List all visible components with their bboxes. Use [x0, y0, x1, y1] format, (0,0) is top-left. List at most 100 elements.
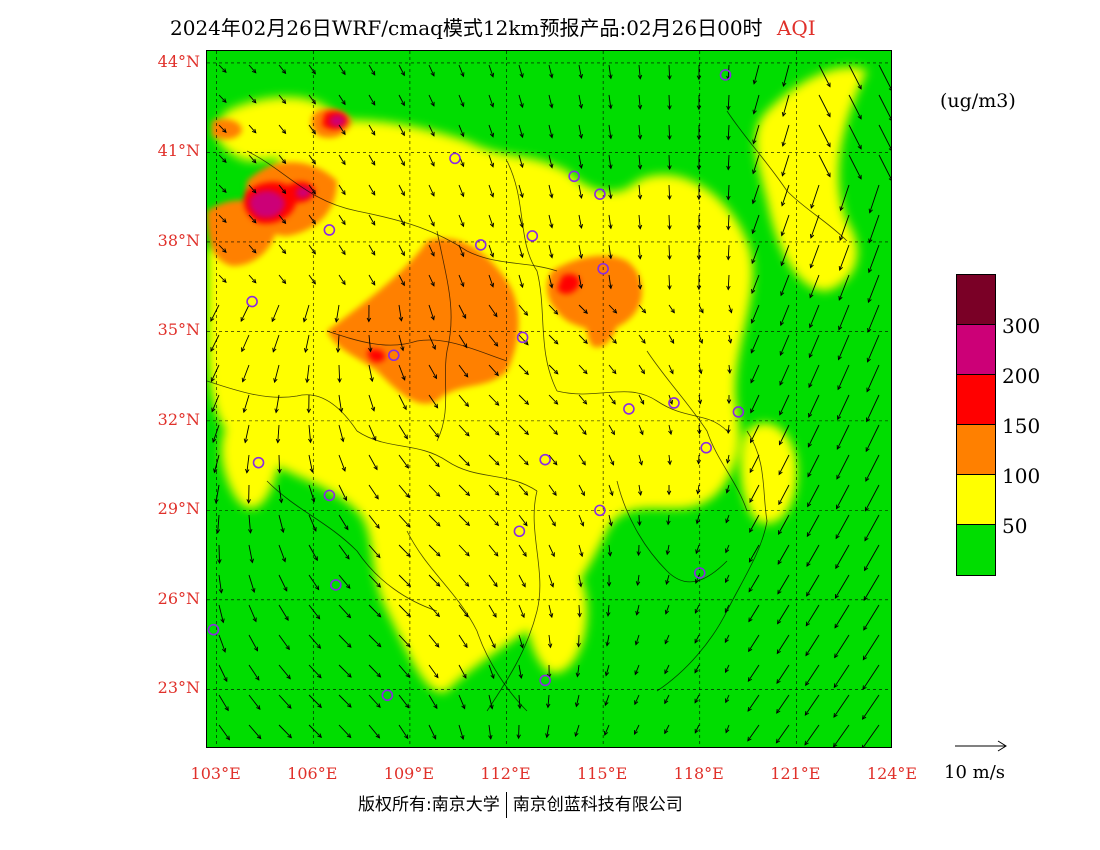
wind-arrow-head — [809, 293, 814, 299]
wind-arrow-head — [838, 295, 843, 301]
wind-arrow — [664, 694, 670, 704]
wind-arrow — [862, 694, 880, 720]
wind-arrow-head — [696, 135, 702, 141]
wind-arrow-head — [494, 430, 500, 436]
station-marker — [594, 504, 606, 517]
wind-arrow-head — [251, 68, 257, 74]
wind-arrow-head — [553, 369, 559, 375]
wind-arrow-head — [341, 466, 346, 472]
wind-arrow — [637, 574, 640, 586]
legend-label-150: 150 — [1002, 414, 1041, 438]
wind-arrow — [667, 514, 670, 525]
wind-arrow — [634, 694, 640, 705]
wind-arrow — [335, 304, 340, 322]
wind-arrow-head — [225, 735, 231, 741]
wind-arrow — [274, 364, 280, 383]
wind-arrow — [840, 184, 850, 211]
wind-arrow — [548, 604, 553, 618]
wind-arrow — [278, 184, 286, 194]
wind-arrow-head — [519, 643, 524, 649]
wind-arrow — [518, 394, 529, 405]
wind-arrow — [218, 94, 227, 103]
wind-arrow-head — [608, 74, 613, 80]
wind-arrow-head — [634, 670, 639, 676]
wind-arrow-head — [865, 447, 870, 453]
wind-arrow-head — [343, 496, 348, 502]
station-marker — [597, 262, 609, 275]
wind-arrow-head — [335, 348, 341, 353]
wind-arrow — [338, 394, 342, 412]
wind-arrow — [727, 64, 730, 80]
wind-arrow — [638, 124, 641, 139]
wind-arrow-head — [222, 278, 227, 283]
wind-arrow — [338, 694, 352, 708]
lat-label: 44°N — [157, 51, 200, 71]
wind-arrow-head — [406, 552, 411, 558]
wind-arrow-head — [435, 462, 440, 468]
wind-arrow — [428, 364, 437, 379]
wind-arrow-head — [857, 174, 862, 180]
wind-arrow — [664, 634, 670, 644]
wind-arrow-head — [344, 525, 349, 531]
wind-arrow — [488, 544, 499, 557]
wind-arrow-head — [430, 161, 435, 167]
wind-arrow — [869, 184, 880, 213]
wind-arrow-head — [696, 255, 702, 261]
wind-arrow-head — [575, 672, 581, 678]
wind-arrow-head — [748, 647, 753, 653]
wind-arrow — [839, 214, 850, 241]
wind-arrow — [244, 424, 250, 443]
wind-arrow-head — [435, 521, 441, 527]
wind-arrow-head — [637, 224, 643, 230]
wind-arrow — [836, 424, 850, 450]
wind-arrow-head — [281, 69, 287, 75]
wind-arrow — [548, 244, 553, 258]
wind-arrow-head — [430, 101, 435, 107]
wind-arrow — [338, 634, 352, 648]
wind-arrow-head — [610, 460, 615, 466]
wind-arrow-head — [494, 371, 499, 377]
wind-arrow-head — [492, 613, 497, 618]
wind-arrow — [428, 514, 441, 527]
wind-arrow-head — [612, 339, 617, 344]
wind-arrow — [548, 574, 554, 587]
wind-arrow-head — [694, 668, 699, 674]
wind-arrow-head — [211, 407, 216, 413]
wind-arrow — [848, 64, 862, 90]
wind-arrow-head — [670, 339, 675, 345]
wind-arrow-head — [431, 345, 436, 350]
wind-arrow — [488, 724, 492, 739]
wind-arrow — [488, 424, 500, 436]
wind-arrow-head — [306, 408, 311, 414]
wind-arrow-head — [834, 653, 839, 659]
wind-arrow — [695, 544, 700, 554]
wind-arrow-head — [405, 673, 411, 678]
wind-arrow-head — [347, 703, 352, 708]
wind-arrow-head — [665, 550, 671, 556]
wind-arrow — [864, 514, 880, 541]
station-marker — [623, 403, 635, 415]
wind-arrow-head — [371, 190, 376, 196]
wind-arrow-head — [465, 521, 471, 527]
wind-arrow-head — [749, 498, 754, 504]
wind-arrow — [836, 484, 850, 509]
wind-arrow-head — [460, 282, 465, 288]
wind-arrow-head — [311, 497, 316, 503]
wind-arrow — [488, 514, 499, 526]
wind-arrow — [578, 184, 582, 199]
wind-arrow — [810, 244, 820, 268]
wind-arrow — [776, 724, 790, 744]
wind-arrow-head — [549, 193, 554, 199]
wind-arrow-head — [641, 339, 646, 344]
wind-arrow — [548, 334, 559, 345]
wind-arrow-head — [371, 70, 376, 76]
wind-arrow — [303, 304, 310, 322]
wind-arrow — [806, 514, 820, 537]
title-variable: AQI — [776, 16, 816, 40]
wind-arrow-head — [726, 255, 731, 261]
wind-arrow — [694, 634, 700, 644]
wind-arrow-head — [552, 460, 558, 466]
wind-arrow-head — [888, 148, 891, 151]
wind-arrow-head — [519, 103, 524, 109]
wind-arrow — [866, 394, 880, 422]
